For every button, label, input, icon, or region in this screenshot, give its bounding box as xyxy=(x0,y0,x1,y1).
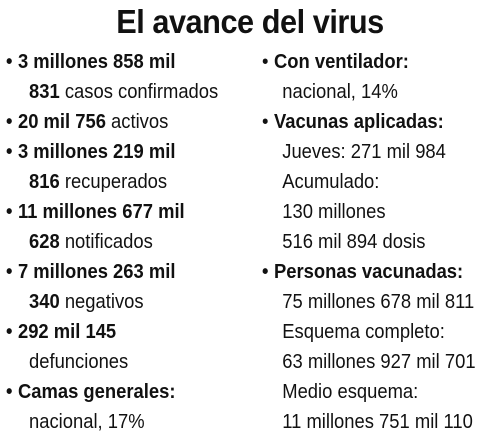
list-item: • 3 millones 858 mil xyxy=(6,47,234,77)
list-item: • Personas vacunadas: xyxy=(262,257,481,287)
list-item-sub: 628 notificados xyxy=(6,227,234,257)
stat-value: 628 xyxy=(29,231,60,253)
stat-label: casos confirmados xyxy=(64,81,219,103)
stat-value: 340 xyxy=(29,291,60,313)
right-column: • Con ventilador: nacional, 14% • Vacunas … xyxy=(262,47,500,437)
list-item-sub: 11 millones 751 mil 110 xyxy=(262,407,481,437)
stat-value: 816 xyxy=(29,171,60,193)
bullet-icon: • xyxy=(6,261,13,283)
list-item: • Con ventilador: xyxy=(262,47,481,77)
stat-label: Esquema completo: xyxy=(282,321,445,343)
stat-label: nacional, 14% xyxy=(282,81,398,103)
list-item: • 3 millones 219 mil xyxy=(6,137,234,167)
list-item: • Vacunas aplicadas: xyxy=(262,107,481,137)
list-item: • Camas generales: xyxy=(6,377,234,407)
stat-head: 11 millones 677 mil xyxy=(17,201,185,223)
list-item-sub: 130 millones xyxy=(262,197,481,227)
list-item: • 20 mil 756 activos xyxy=(6,107,234,137)
stat-label: notificados xyxy=(64,231,153,253)
stat-head: 20 mil 756 xyxy=(17,111,106,133)
list-item-sub: Medio esquema: xyxy=(262,377,481,407)
bullet-icon: • xyxy=(6,111,13,133)
stat-value: 831 xyxy=(29,81,60,103)
stat-label: defunciones xyxy=(29,351,129,373)
list-item-sub: 75 millones 678 mil 811 xyxy=(262,287,481,317)
stat-label: Acumulado: xyxy=(282,171,380,193)
stat-label: 130 millones xyxy=(282,201,386,223)
stat-head: 292 mil 145 xyxy=(17,321,117,343)
bullet-icon: • xyxy=(6,141,13,163)
list-item: • 292 mil 145 xyxy=(6,317,234,347)
stat-head: Con ventilador: xyxy=(273,51,409,73)
bullet-icon: • xyxy=(6,51,13,73)
list-item-sub: Jueves: 271 mil 984 xyxy=(262,137,481,167)
stat-label: Medio esquema: xyxy=(282,381,419,403)
list-item-sub: 831 casos confirmados xyxy=(6,77,234,107)
stat-head: 7 millones 263 mil xyxy=(17,261,176,283)
stat-label: 63 millones 927 mil 701 xyxy=(282,351,476,373)
list-item-sub: Acumulado: xyxy=(262,167,481,197)
stat-label: negativos xyxy=(64,291,144,313)
stat-head: 3 millones 219 mil xyxy=(17,141,176,163)
bullet-icon: • xyxy=(262,111,269,133)
bullet-icon: • xyxy=(262,261,269,283)
stat-label: Jueves: 271 mil 984 xyxy=(282,141,446,163)
stat-label: 11 millones 751 mil 110 xyxy=(282,411,473,433)
list-item-sub: nacional, 14% xyxy=(262,77,481,107)
page-title: El avance del virus xyxy=(116,3,384,40)
bullet-icon: • xyxy=(6,201,13,223)
list-item-sub: 516 mil 894 dosis xyxy=(262,227,481,257)
left-column: • 3 millones 858 mil 831 casos confirmado… xyxy=(6,47,254,437)
stat-head: Personas vacunadas: xyxy=(273,261,464,283)
bullet-icon: • xyxy=(6,321,13,343)
list-item-sub: 816 recuperados xyxy=(6,167,234,197)
stat-label: nacional, 17% xyxy=(29,411,145,433)
stat-head: Camas generales: xyxy=(17,381,176,403)
stat-label: recuperados xyxy=(64,171,168,193)
bullet-icon: • xyxy=(262,51,269,73)
bullet-icon: • xyxy=(6,381,13,403)
stat-label: 75 millones 678 mil 811 xyxy=(282,291,475,313)
list-item-sub: defunciones xyxy=(6,347,234,377)
list-item-sub: 63 millones 927 mil 701 xyxy=(262,347,481,377)
stat-head: 3 millones 858 mil xyxy=(17,51,176,73)
list-item: • 7 millones 263 mil xyxy=(6,257,234,287)
list-item-sub: nacional, 17% xyxy=(6,407,234,437)
stat-label: 516 mil 894 dosis xyxy=(282,231,426,253)
list-item-sub: 340 negativos xyxy=(6,287,234,317)
list-item-sub: Esquema completo: xyxy=(262,317,481,347)
stat-head: Vacunas aplicadas: xyxy=(273,111,444,133)
stat-label: activos xyxy=(111,111,169,133)
list-item: • 11 millones 677 mil xyxy=(6,197,234,227)
